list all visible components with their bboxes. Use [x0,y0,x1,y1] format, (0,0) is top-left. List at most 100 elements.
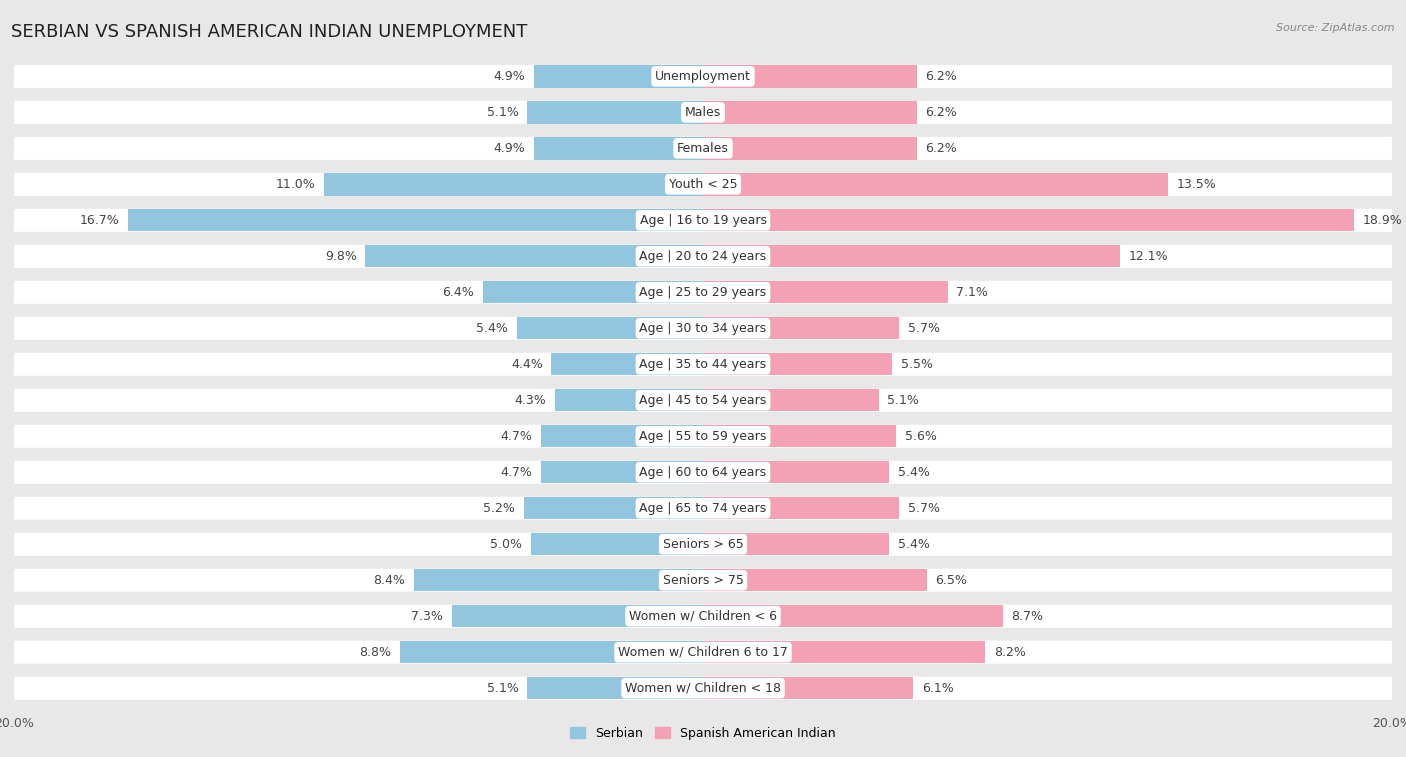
Text: 5.4%: 5.4% [897,537,929,551]
Text: 8.2%: 8.2% [994,646,1026,659]
FancyBboxPatch shape [14,137,1392,160]
FancyBboxPatch shape [14,65,1392,88]
Bar [366,245,703,267]
Legend: Serbian, Spanish American Indian: Serbian, Spanish American Indian [565,722,841,745]
Bar [551,353,703,375]
Bar [527,677,703,699]
Text: Age | 25 to 29 years: Age | 25 to 29 years [640,286,766,299]
Text: Women w/ Children 6 to 17: Women w/ Children 6 to 17 [619,646,787,659]
Bar [703,677,912,699]
Bar [541,425,703,447]
Text: 18.9%: 18.9% [1362,213,1402,227]
FancyBboxPatch shape [14,605,1392,628]
Text: 5.4%: 5.4% [897,466,929,478]
Bar [703,461,889,484]
Bar [541,461,703,484]
Text: Seniors > 75: Seniors > 75 [662,574,744,587]
Text: 7.1%: 7.1% [956,286,988,299]
Bar [703,605,1002,628]
Text: 6.2%: 6.2% [925,70,957,83]
Text: 4.9%: 4.9% [494,70,526,83]
Text: 5.7%: 5.7% [908,502,941,515]
Bar [703,65,917,88]
Bar [703,173,1168,195]
Text: Women w/ Children < 6: Women w/ Children < 6 [628,609,778,623]
Text: Youth < 25: Youth < 25 [669,178,737,191]
Bar [527,101,703,123]
Bar [323,173,703,195]
Bar [703,317,900,339]
Text: 5.5%: 5.5% [901,358,934,371]
Bar [399,641,703,663]
Text: SERBIAN VS SPANISH AMERICAN INDIAN UNEMPLOYMENT: SERBIAN VS SPANISH AMERICAN INDIAN UNEMP… [11,23,527,41]
Text: 5.4%: 5.4% [477,322,509,335]
Bar [703,389,879,412]
Text: 13.5%: 13.5% [1177,178,1216,191]
Text: 6.1%: 6.1% [922,682,953,695]
FancyBboxPatch shape [14,353,1392,375]
Text: 5.7%: 5.7% [908,322,941,335]
Bar [703,281,948,304]
Text: 8.8%: 8.8% [360,646,391,659]
Text: Females: Females [678,142,728,155]
Text: 6.5%: 6.5% [935,574,967,587]
Bar [703,209,1354,232]
Bar [482,281,703,304]
Text: Age | 20 to 24 years: Age | 20 to 24 years [640,250,766,263]
Bar [703,245,1119,267]
FancyBboxPatch shape [14,316,1392,340]
Text: Age | 30 to 34 years: Age | 30 to 34 years [640,322,766,335]
Text: Age | 16 to 19 years: Age | 16 to 19 years [640,213,766,227]
Text: Age | 55 to 59 years: Age | 55 to 59 years [640,430,766,443]
Bar [703,353,893,375]
Text: Age | 45 to 54 years: Age | 45 to 54 years [640,394,766,407]
FancyBboxPatch shape [14,461,1392,484]
Bar [703,137,917,160]
Bar [451,605,703,628]
Text: 4.7%: 4.7% [501,430,533,443]
Text: Unemployment: Unemployment [655,70,751,83]
Bar [128,209,703,232]
FancyBboxPatch shape [14,425,1392,448]
FancyBboxPatch shape [14,389,1392,412]
Text: 8.4%: 8.4% [373,574,405,587]
Text: 12.1%: 12.1% [1129,250,1168,263]
Text: 6.2%: 6.2% [925,142,957,155]
Text: 8.7%: 8.7% [1011,609,1043,623]
FancyBboxPatch shape [14,533,1392,556]
Bar [703,533,889,556]
FancyBboxPatch shape [14,173,1392,196]
FancyBboxPatch shape [14,497,1392,520]
Text: 5.1%: 5.1% [486,682,519,695]
Text: Age | 35 to 44 years: Age | 35 to 44 years [640,358,766,371]
Text: 5.1%: 5.1% [486,106,519,119]
Text: Age | 60 to 64 years: Age | 60 to 64 years [640,466,766,478]
Bar [703,497,900,519]
Bar [534,65,703,88]
Bar [531,533,703,556]
Bar [703,101,917,123]
Text: 5.0%: 5.0% [491,537,522,551]
FancyBboxPatch shape [14,281,1392,304]
Text: 5.1%: 5.1% [887,394,920,407]
Text: Seniors > 65: Seniors > 65 [662,537,744,551]
FancyBboxPatch shape [14,101,1392,124]
FancyBboxPatch shape [14,569,1392,592]
Text: 4.4%: 4.4% [510,358,543,371]
Text: 4.3%: 4.3% [515,394,547,407]
Bar [703,425,896,447]
Text: 16.7%: 16.7% [79,213,120,227]
Text: 6.4%: 6.4% [441,286,474,299]
Bar [703,569,927,591]
Text: Age | 65 to 74 years: Age | 65 to 74 years [640,502,766,515]
Text: 11.0%: 11.0% [276,178,315,191]
FancyBboxPatch shape [14,245,1392,268]
Text: 5.2%: 5.2% [484,502,515,515]
Text: 9.8%: 9.8% [325,250,357,263]
Bar [555,389,703,412]
FancyBboxPatch shape [14,640,1392,664]
FancyBboxPatch shape [14,677,1392,699]
Text: Source: ZipAtlas.com: Source: ZipAtlas.com [1277,23,1395,33]
Text: 5.6%: 5.6% [904,430,936,443]
Bar [524,497,703,519]
